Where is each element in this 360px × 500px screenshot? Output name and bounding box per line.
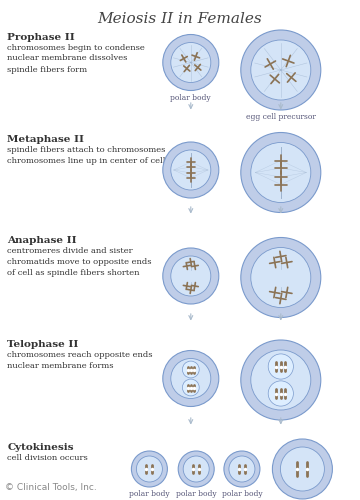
Text: Prophase II: Prophase II <box>7 32 75 42</box>
Circle shape <box>251 248 311 308</box>
Text: polar body: polar body <box>176 490 216 498</box>
Text: polar body: polar body <box>222 490 262 498</box>
Circle shape <box>136 456 162 482</box>
Text: polar body: polar body <box>171 94 211 102</box>
Circle shape <box>273 439 332 499</box>
Text: spindle fibers attach to chromosomes
chromosomes line up in center of cell: spindle fibers attach to chromosomes chr… <box>7 146 166 165</box>
Text: egg cell precursor: egg cell precursor <box>246 113 316 121</box>
Circle shape <box>241 340 321 420</box>
Circle shape <box>241 30 321 110</box>
Circle shape <box>163 34 219 90</box>
Circle shape <box>171 256 211 296</box>
Circle shape <box>224 451 260 487</box>
Text: chromosomes begin to condense
nuclear membrane dissolves
spindle fibers form: chromosomes begin to condense nuclear me… <box>7 44 145 74</box>
Text: polar body: polar body <box>129 490 170 498</box>
Text: cell division occurs: cell division occurs <box>7 454 88 462</box>
Circle shape <box>229 456 255 482</box>
Circle shape <box>183 361 199 378</box>
Text: Telophase II: Telophase II <box>7 340 78 349</box>
Text: Cytokinesis: Cytokinesis <box>7 442 74 452</box>
Circle shape <box>171 358 211 399</box>
Circle shape <box>241 132 321 212</box>
Text: Metaphase II: Metaphase II <box>7 135 84 144</box>
Circle shape <box>280 447 324 491</box>
Text: Meiosis II in Females: Meiosis II in Females <box>98 12 262 26</box>
Text: centromeres divide and sister
chromatids move to opposite ends
of cell as spindl: centromeres divide and sister chromatids… <box>7 247 152 277</box>
Circle shape <box>183 379 199 396</box>
Circle shape <box>171 150 211 190</box>
Circle shape <box>131 451 167 487</box>
Circle shape <box>183 456 209 482</box>
Text: chromosomes reach opposite ends
nuclear membrane forms: chromosomes reach opposite ends nuclear … <box>7 351 153 370</box>
Text: © Clinical Tools, Inc.: © Clinical Tools, Inc. <box>5 483 97 492</box>
Circle shape <box>251 40 311 100</box>
Text: Anaphase II: Anaphase II <box>7 236 77 245</box>
Circle shape <box>178 451 214 487</box>
Circle shape <box>251 350 311 410</box>
Circle shape <box>268 381 293 406</box>
Circle shape <box>163 350 219 406</box>
Circle shape <box>241 238 321 318</box>
Circle shape <box>163 142 219 198</box>
Circle shape <box>171 42 211 82</box>
Circle shape <box>251 142 311 203</box>
Circle shape <box>163 248 219 304</box>
Circle shape <box>268 354 293 379</box>
